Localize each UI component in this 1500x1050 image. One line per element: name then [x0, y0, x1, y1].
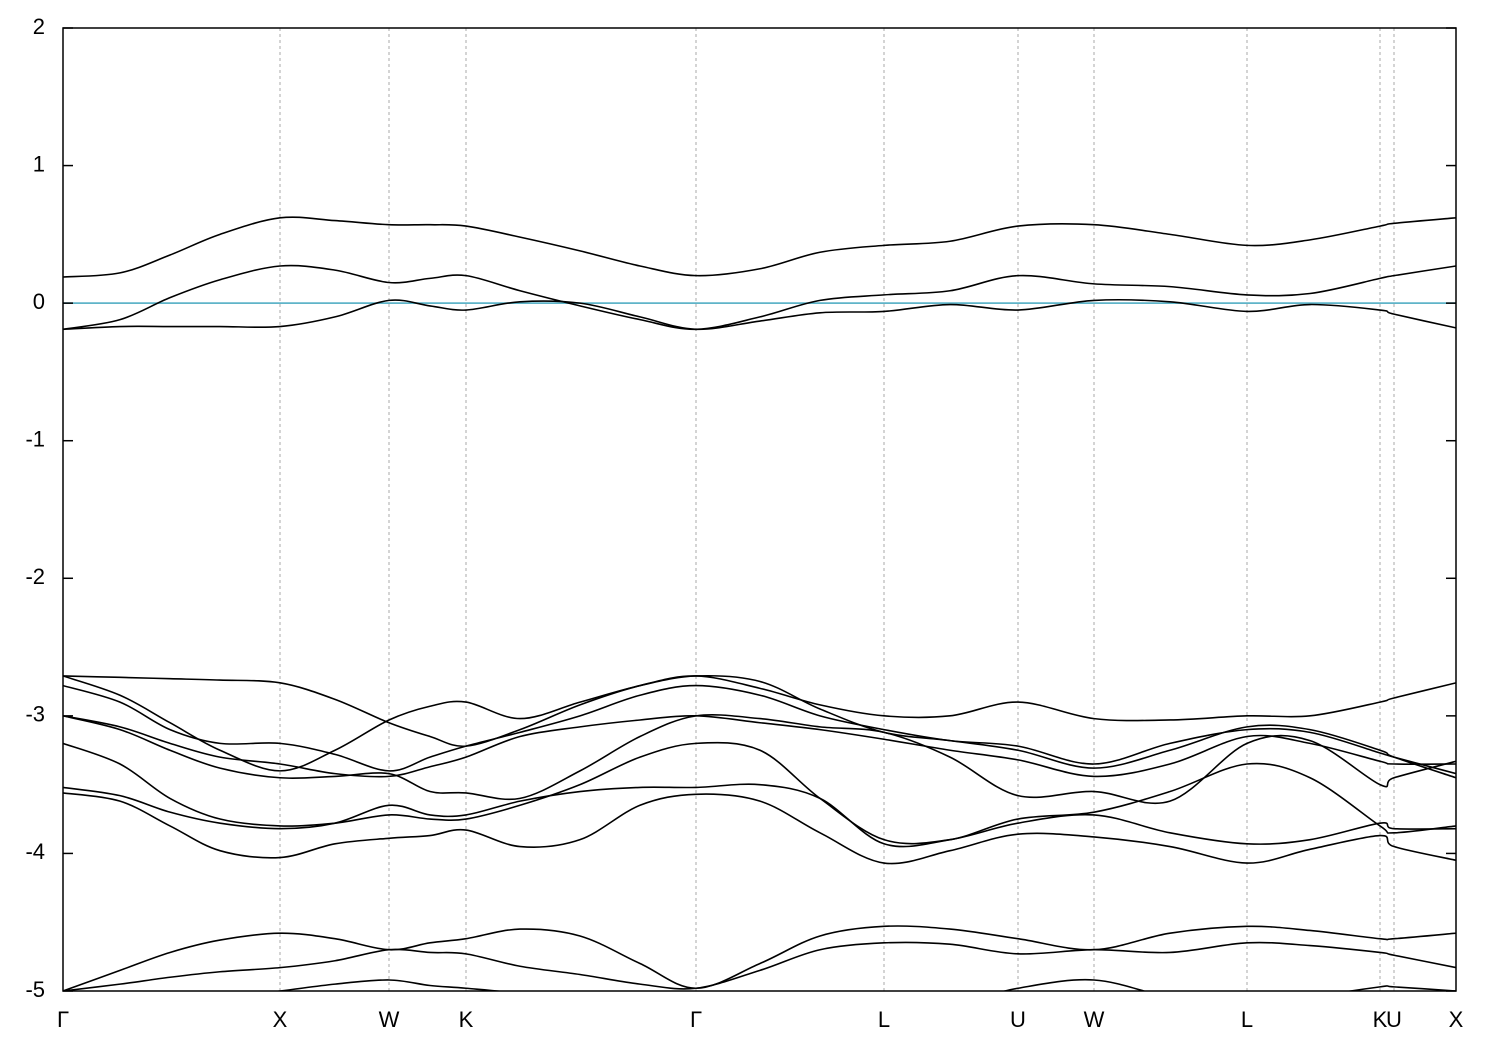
- x-tick-label: U: [1010, 1007, 1026, 1032]
- band-line: [63, 264, 1456, 331]
- x-tick-label: W: [1084, 1007, 1105, 1032]
- band-line: [63, 713, 1456, 805]
- band-line: [63, 684, 1456, 775]
- x-tick-label: U: [1386, 1007, 1402, 1032]
- band-line: [63, 783, 1456, 848]
- x-tick-label: L: [1241, 1007, 1253, 1032]
- y-tick-label: -3: [25, 702, 45, 727]
- x-tick-label: L: [878, 1007, 890, 1032]
- y-tick-label: 0: [33, 289, 45, 314]
- grid: [62, 28, 1457, 991]
- y-tick-label: -1: [25, 427, 45, 452]
- x-tick-label: X: [273, 1007, 288, 1032]
- band-line: [63, 741, 1456, 845]
- y-tick-label: -5: [25, 977, 45, 1002]
- band-line: [63, 675, 1456, 747]
- y-tick-label: -2: [25, 564, 45, 589]
- band-line: [63, 792, 1456, 865]
- band-line: [63, 715, 1456, 778]
- plot-frame: [62, 27, 1457, 992]
- band-line: [63, 941, 1456, 991]
- x-tick-label: Γ: [57, 1007, 69, 1032]
- x-tick-label: X: [1449, 1007, 1464, 1032]
- x-tick-label: K: [459, 1007, 474, 1032]
- band-line: [63, 298, 1456, 331]
- x-tick-label: K: [1373, 1007, 1388, 1032]
- band-line: [63, 216, 1456, 278]
- band-line: [63, 674, 1456, 779]
- y-tick-label: -4: [25, 839, 45, 864]
- y-tick-label: 2: [33, 14, 45, 39]
- x-tick-label: Γ: [690, 1007, 702, 1032]
- x-tick-label: W: [379, 1007, 400, 1032]
- y-tick-label: 1: [33, 151, 45, 176]
